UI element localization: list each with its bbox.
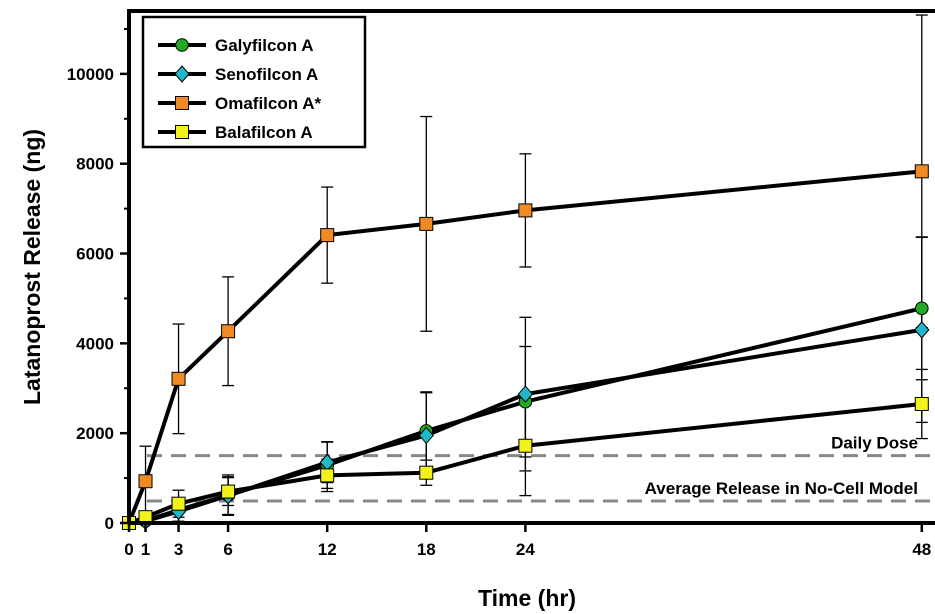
legend-entry: Balafilcon A — [158, 123, 313, 142]
data-point — [419, 465, 434, 480]
data-point — [914, 301, 929, 316]
series-line — [127, 169, 922, 524]
legend-label: Balafilcon A — [215, 123, 313, 142]
data-point — [914, 396, 929, 411]
reference-line-label: Average Release in No-Cell Model — [645, 479, 918, 498]
legend-label: Omafilcon A* — [215, 94, 321, 113]
y-axis-title: Latanoprost Release (ng) — [19, 129, 45, 405]
data-point — [914, 164, 929, 179]
legend-label: Galyfilcon A — [215, 36, 314, 55]
data-point — [419, 216, 434, 231]
data-point — [418, 426, 434, 445]
data-point — [171, 496, 186, 511]
legend-entry: Galyfilcon A — [158, 36, 314, 55]
x-tick-label: 0 — [124, 540, 133, 559]
x-axis-title: Time (hr) — [478, 585, 576, 611]
data-point — [914, 321, 930, 339]
data-point — [518, 203, 533, 218]
legend-marker — [175, 125, 189, 139]
x-tick-label: 12 — [318, 540, 337, 559]
data-point — [171, 371, 186, 386]
data-point — [517, 385, 534, 403]
x-tick-label: 18 — [417, 540, 436, 559]
y-tick-label: 6000 — [76, 245, 114, 264]
data-point — [138, 474, 153, 489]
data-point — [221, 484, 236, 499]
legend-label: Senofilcon A — [215, 65, 318, 84]
x-tick-label: 6 — [223, 540, 232, 559]
reference-line-label: Daily Dose — [831, 434, 918, 453]
x-tick-label: 24 — [516, 540, 535, 559]
x-tick-label: 3 — [174, 540, 183, 559]
x-tick-label: 1 — [141, 540, 150, 559]
legend-marker — [175, 38, 189, 52]
y-tick-label: 4000 — [76, 334, 114, 353]
y-tick-label: 8000 — [76, 155, 114, 174]
y-tick-label: 10000 — [67, 65, 114, 84]
reference-lines: Daily Dose Average Release in No-Cell Mod… — [147, 434, 935, 503]
legend: Galyfilcon A Senofilcon A Omafilcon A* Bala… — [141, 15, 367, 149]
data-point — [320, 468, 335, 483]
data-point — [221, 324, 236, 339]
y-tick-label: 0 — [105, 514, 114, 533]
data-point — [320, 228, 335, 243]
legend-entry: Senofilcon A — [158, 65, 318, 84]
legend-marker — [174, 65, 190, 83]
legend-marker — [175, 96, 189, 110]
y-tick-label: 2000 — [76, 424, 114, 443]
legend-entry: Omafilcon A* — [158, 94, 321, 113]
x-tick-label: 48 — [912, 540, 931, 559]
data-point — [518, 438, 533, 453]
